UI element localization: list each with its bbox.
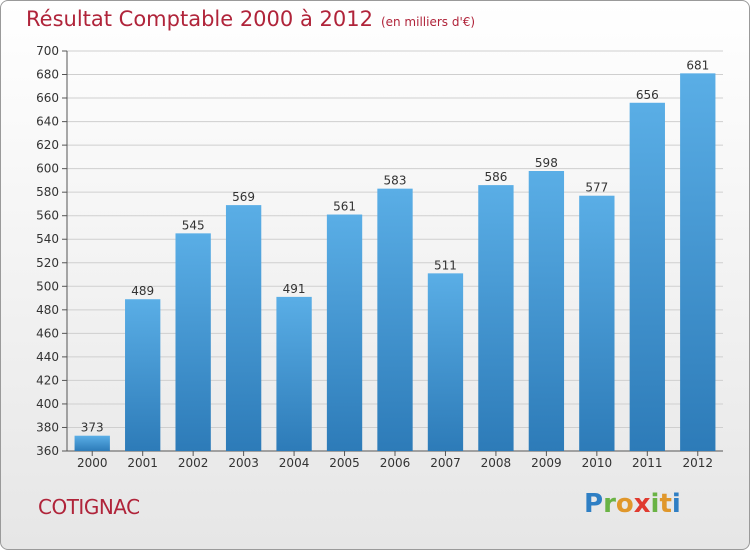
y-tick-label: 520 [36,256,59,270]
data-label-2000: 373 [81,421,104,435]
x-tick-label-2005: 2005 [329,456,360,470]
x-tick-label-2003: 2003 [228,456,259,470]
x-tick-label-2011: 2011 [632,456,663,470]
bar-2011 [629,102,665,451]
x-tick-label-2000: 2000 [77,456,108,470]
y-tick-label: 420 [36,373,59,387]
y-tick-label: 660 [36,91,59,105]
data-label-2004: 491 [283,282,306,296]
x-tick-label-2010: 2010 [582,456,613,470]
chart-subtitle: (en milliers d'€) [380,15,476,29]
data-label-2003: 569 [232,190,255,204]
logo-letter: r [603,489,616,519]
bar-2009 [528,171,565,451]
logo-letter: i [650,489,660,519]
y-tick-label: 460 [36,326,59,340]
y-tick-label: 680 [36,68,59,82]
x-tick-label-2006: 2006 [380,456,411,470]
chart-title-text: Résultat Comptable 2000 à 2012 [26,7,373,31]
data-label-2001: 489 [131,284,154,298]
bar-2002 [175,233,211,451]
y-tick-label: 560 [36,209,59,223]
data-label-2011: 656 [636,88,659,102]
data-label-2012: 681 [686,58,709,72]
bar-2005 [326,214,363,451]
y-tick-label: 620 [36,138,59,152]
bar-2004 [276,296,312,451]
logo-letter: i [671,489,681,519]
chart-title: Résultat Comptable 2000 à 2012 (en millie… [26,7,475,31]
y-tick-label: 540 [36,232,59,246]
y-tick-label: 580 [36,185,59,199]
bar-2007 [427,273,464,451]
x-tick-label-2009: 2009 [531,456,562,470]
logo-letter: x [633,489,651,519]
logo-letter: t [659,489,672,519]
y-tick-label: 360 [36,444,59,458]
data-label-2007: 511 [434,258,457,272]
x-tick-label-2002: 2002 [178,456,209,470]
y-tick-label: 640 [36,115,59,129]
bar-2008 [478,185,514,451]
data-label-2008: 586 [484,170,507,184]
y-tick-label: 380 [36,420,59,434]
x-tick-label-2007: 2007 [430,456,461,470]
y-tick-label: 500 [36,279,59,293]
bar-2012 [680,73,716,452]
y-tick-label: 600 [36,162,59,176]
town-name: COTIGNAC [38,495,140,519]
data-label-2010: 577 [585,181,608,195]
data-label-2009: 598 [535,156,558,170]
y-tick-label: 440 [36,350,59,364]
logo-letter: o [615,489,634,519]
x-tick-label-2001: 2001 [127,456,158,470]
y-tick-label: 700 [36,44,59,58]
data-label-2006: 583 [384,174,407,188]
data-label-2005: 561 [333,200,356,214]
x-tick-label-2004: 2004 [279,456,310,470]
data-label-2002: 545 [182,218,205,232]
bar-2001 [125,299,161,451]
x-tick-label-2008: 2008 [481,456,512,470]
x-tick-label-2012: 2012 [682,456,713,470]
y-tick-label: 480 [36,303,59,317]
bar-2003 [225,205,262,451]
bar-2000 [74,435,110,451]
bar-2006 [377,188,413,451]
y-tick-label: 400 [36,397,59,411]
proxiti-logo: Proxiti [584,489,681,519]
bar-2010 [579,195,615,451]
logo-letter: P [584,489,604,519]
